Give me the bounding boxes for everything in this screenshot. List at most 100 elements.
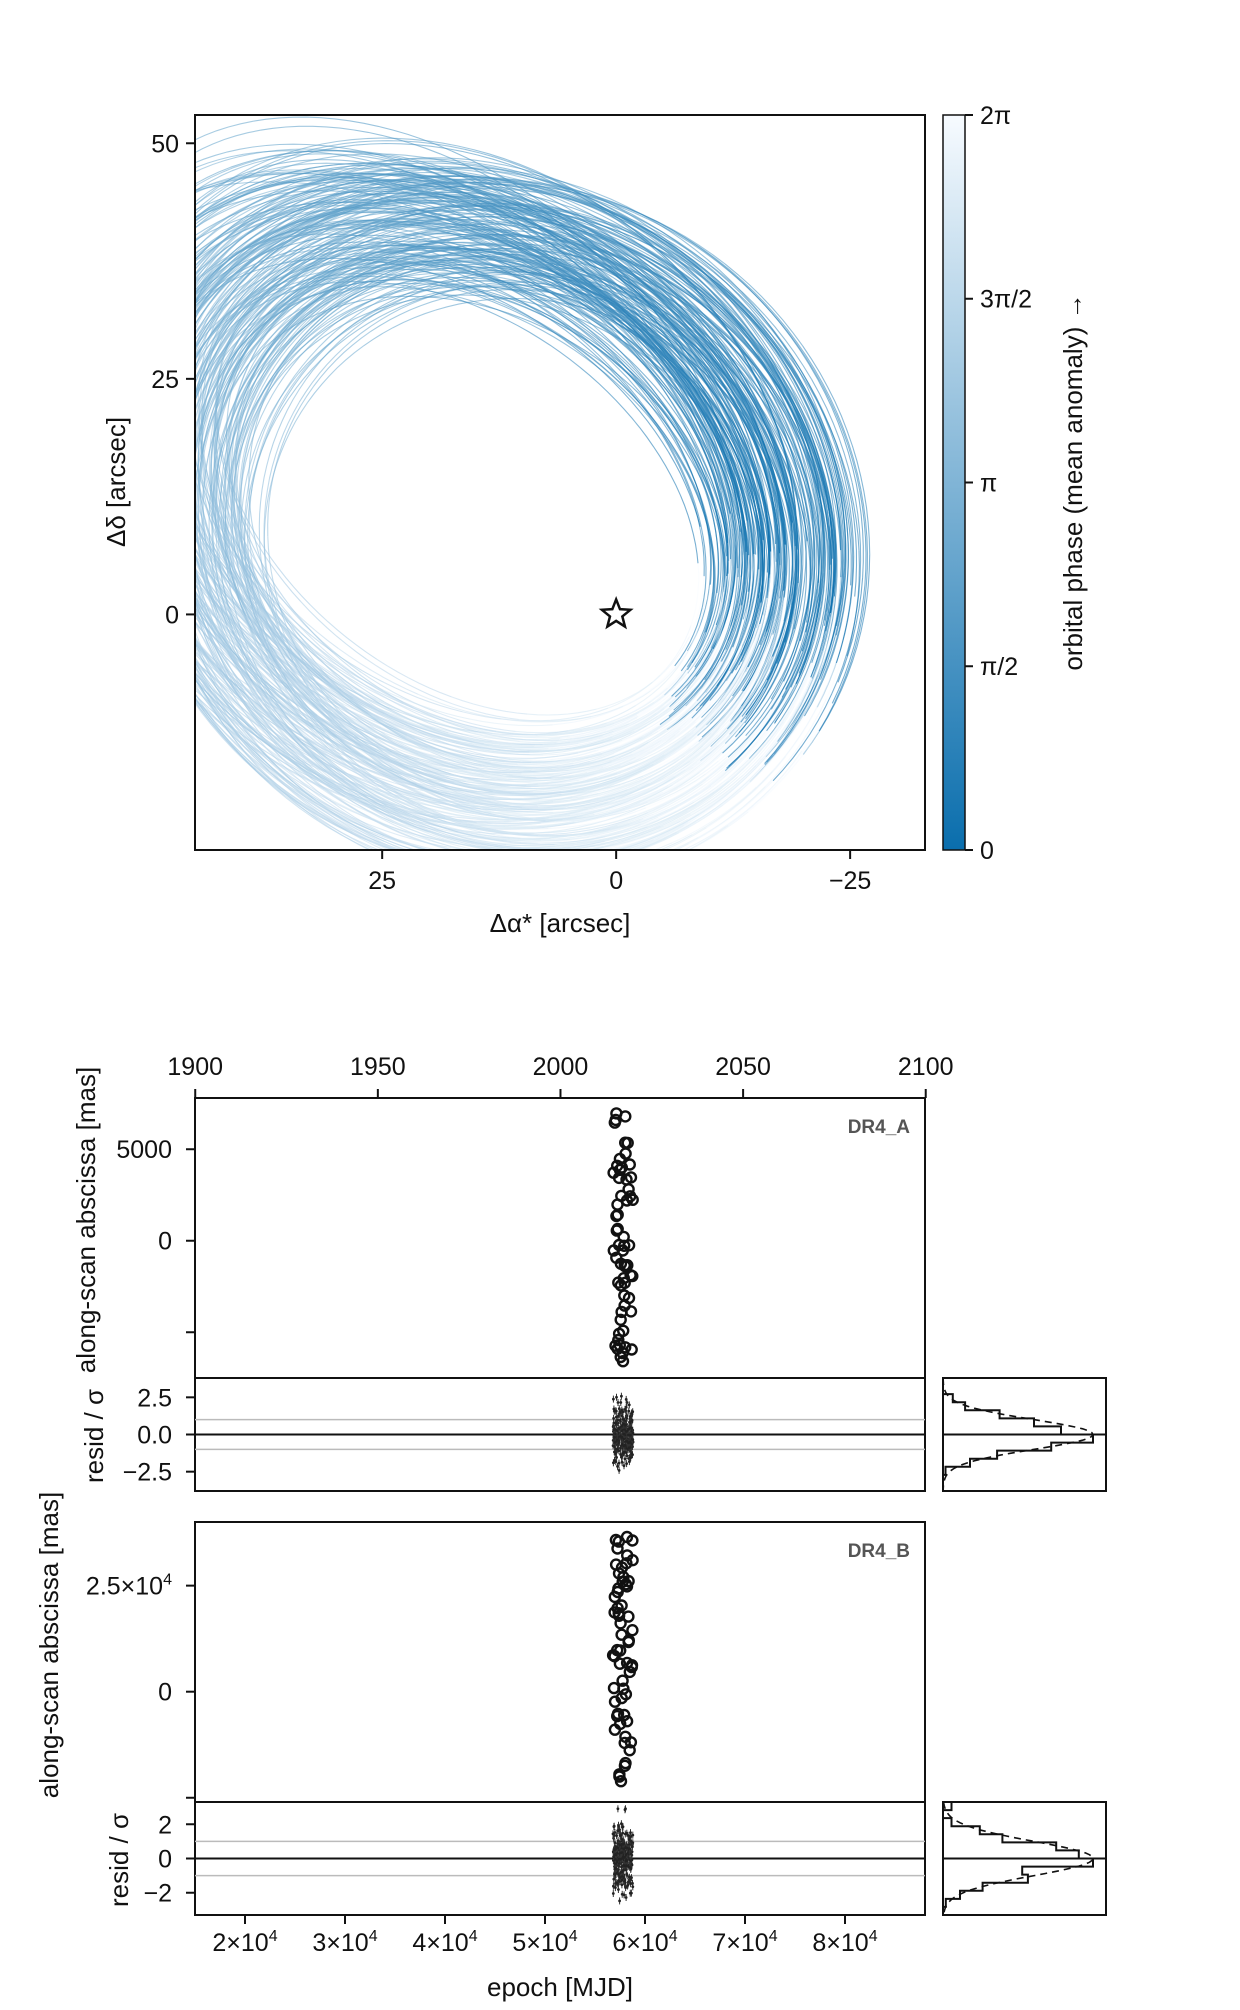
orbit-segment — [770, 517, 781, 615]
orbit-segment — [821, 385, 861, 492]
orbit-segment — [687, 811, 749, 850]
orbit-segment — [748, 489, 760, 570]
orbit-segment — [128, 418, 165, 511]
orbit-segment — [781, 473, 798, 559]
orbit-segment — [118, 312, 155, 410]
orbit-segment — [370, 298, 443, 333]
orbit-segment — [799, 612, 831, 703]
orbit-segment — [385, 740, 482, 767]
orbit-segment — [382, 689, 471, 720]
orbit-segment — [162, 510, 193, 594]
orbit-segment — [210, 436, 216, 521]
orbit-segment — [306, 705, 380, 767]
orbit-segment — [99, 252, 154, 330]
orbit-segment — [752, 572, 768, 650]
orbit-segment — [651, 636, 690, 683]
orbit-segment — [109, 213, 157, 283]
orbit-segment — [607, 769, 686, 803]
orbit-segment — [816, 588, 842, 684]
orbit-segment — [801, 488, 812, 589]
orbit-segment — [177, 411, 182, 492]
orbit-segment — [506, 172, 618, 208]
orbit-segment — [111, 294, 131, 375]
orbit-segment — [604, 298, 676, 355]
orbit-segment — [149, 504, 185, 606]
orbit-segment — [602, 813, 692, 847]
orbit-segment — [577, 725, 647, 754]
orbit-segment — [490, 762, 574, 769]
orbit-segment — [414, 179, 512, 198]
orbit-segment — [318, 295, 389, 348]
orbit-segment — [667, 362, 721, 456]
orbit-segment — [836, 412, 867, 522]
orbit-segment — [778, 384, 817, 489]
orbit-segment — [582, 701, 655, 732]
orbit-segment — [606, 687, 668, 724]
dr4a-point — [615, 1189, 628, 1203]
orbit-segment — [195, 221, 205, 229]
orbit-segment — [167, 413, 174, 497]
orbit-segment — [117, 177, 175, 228]
orbit-segment — [145, 501, 180, 583]
dr4a-y-tick-label: 5000 — [116, 1136, 172, 1164]
orbit-segment — [778, 448, 798, 545]
orbit-segment — [600, 203, 698, 272]
orbit-segment — [594, 254, 680, 312]
orbit-segment — [491, 737, 572, 744]
orbit-segment — [335, 190, 437, 197]
orbit-segment — [140, 396, 144, 501]
orbit-segment — [214, 453, 223, 549]
orbit-segment — [809, 496, 818, 599]
orbit-segment — [679, 494, 699, 564]
orbit-segment — [710, 668, 761, 734]
orbit-segment — [636, 666, 696, 719]
orbit-segment — [255, 544, 289, 623]
orbit-segment — [280, 626, 359, 685]
orbit-segment — [241, 542, 278, 621]
dr4a-resid-point — [627, 1409, 631, 1413]
orbit-segment — [802, 345, 853, 447]
orbit-segment — [336, 775, 447, 805]
orbit-segment — [239, 426, 254, 510]
orbit-segment — [731, 601, 761, 674]
orbit-segment — [543, 739, 623, 756]
orbit-y-tick-label: 25 — [151, 366, 179, 394]
dr4a-point — [614, 1279, 628, 1292]
orbit-segment — [158, 465, 164, 575]
orbit-segment — [195, 536, 210, 566]
orbit-segment — [233, 180, 318, 232]
orbit-segment — [760, 374, 808, 459]
orbit-segment — [708, 419, 742, 505]
orbit-segment — [488, 861, 597, 869]
orbit-segment — [813, 550, 826, 642]
orbit-segment — [155, 466, 187, 541]
orbit-segment — [127, 160, 182, 217]
orbit-segment — [671, 633, 716, 697]
orbit-segment — [195, 299, 222, 342]
orbit-segment — [702, 643, 744, 707]
orbit-segment — [835, 555, 855, 664]
orbit-segment — [639, 752, 723, 804]
orbit-segment — [138, 491, 155, 598]
orbit-segment — [417, 693, 501, 720]
orbit-segment — [148, 461, 162, 559]
orbit-segment — [79, 293, 85, 381]
dr4a-point — [621, 1136, 634, 1150]
orbit-segment — [569, 714, 638, 737]
orbit-segment — [324, 248, 399, 273]
orbit-segment — [356, 226, 450, 259]
orbit-segment — [195, 535, 196, 537]
orbit-segment — [700, 422, 731, 505]
orbit-segment — [858, 521, 868, 632]
orbit-segment — [153, 413, 166, 514]
orbit-segment — [195, 463, 202, 493]
orbit-segment — [728, 711, 790, 782]
colorbar-tick-label: π/2 — [980, 653, 1018, 681]
orbit-segment — [368, 790, 459, 833]
orbit-track — [195, 159, 729, 735]
orbit-segment — [158, 481, 190, 575]
orbit-segment — [601, 718, 673, 755]
orbit-segment — [764, 662, 813, 745]
orbit-segment — [805, 537, 816, 633]
orbit-segment — [399, 831, 456, 850]
